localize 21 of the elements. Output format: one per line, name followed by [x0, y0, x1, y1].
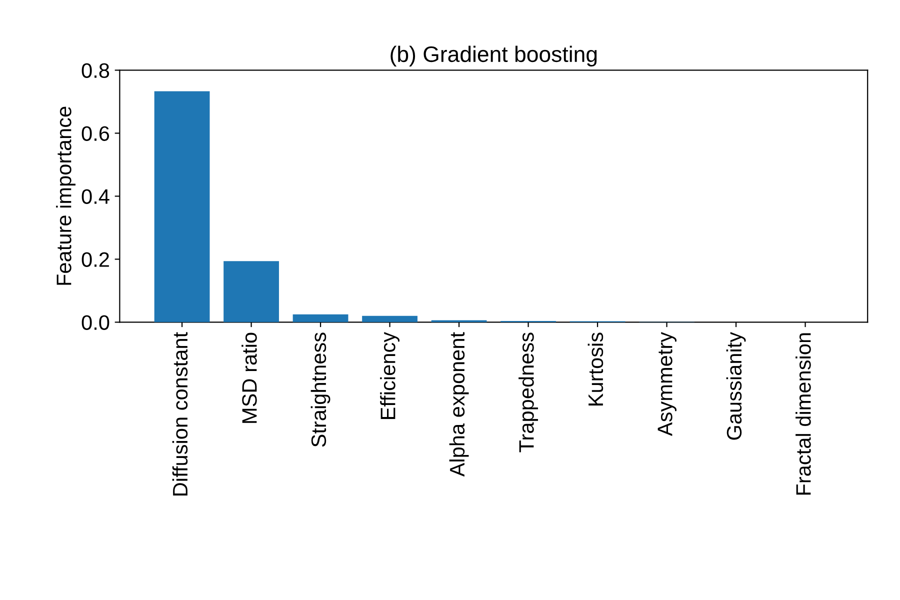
x-tick-label: Efficiency	[380, 332, 400, 419]
y-axis-title: Feature importance	[56, 106, 76, 285]
chart-title: (b) Gradient boosting	[390, 46, 597, 66]
y-tick-label: 0.6	[82, 126, 110, 141]
y-tick-label: 0.8	[82, 63, 110, 78]
y-tick-label: 0.0	[82, 315, 110, 330]
x-tick-label: Fractal dimension	[796, 333, 811, 495]
x-tick-label: Gaussianity	[726, 332, 746, 440]
y-tick-label: 0.2	[82, 252, 109, 267]
x-tick-label: Kurtosis	[588, 332, 604, 406]
x-tick-label: Straightness	[310, 332, 330, 447]
y-tick-label: 0.4	[82, 189, 110, 204]
x-tick-label: Alpha exponent	[449, 332, 469, 477]
x-tick-label: Diffusion constant	[172, 332, 188, 496]
x-tick-label: Asymmetry	[658, 332, 676, 436]
x-tick-label: Trappedness	[518, 332, 538, 452]
bar	[154, 91, 210, 322]
bar	[292, 314, 348, 322]
bar	[224, 261, 279, 322]
x-tick-label: MSD ratio	[242, 332, 257, 423]
bar	[362, 316, 418, 322]
